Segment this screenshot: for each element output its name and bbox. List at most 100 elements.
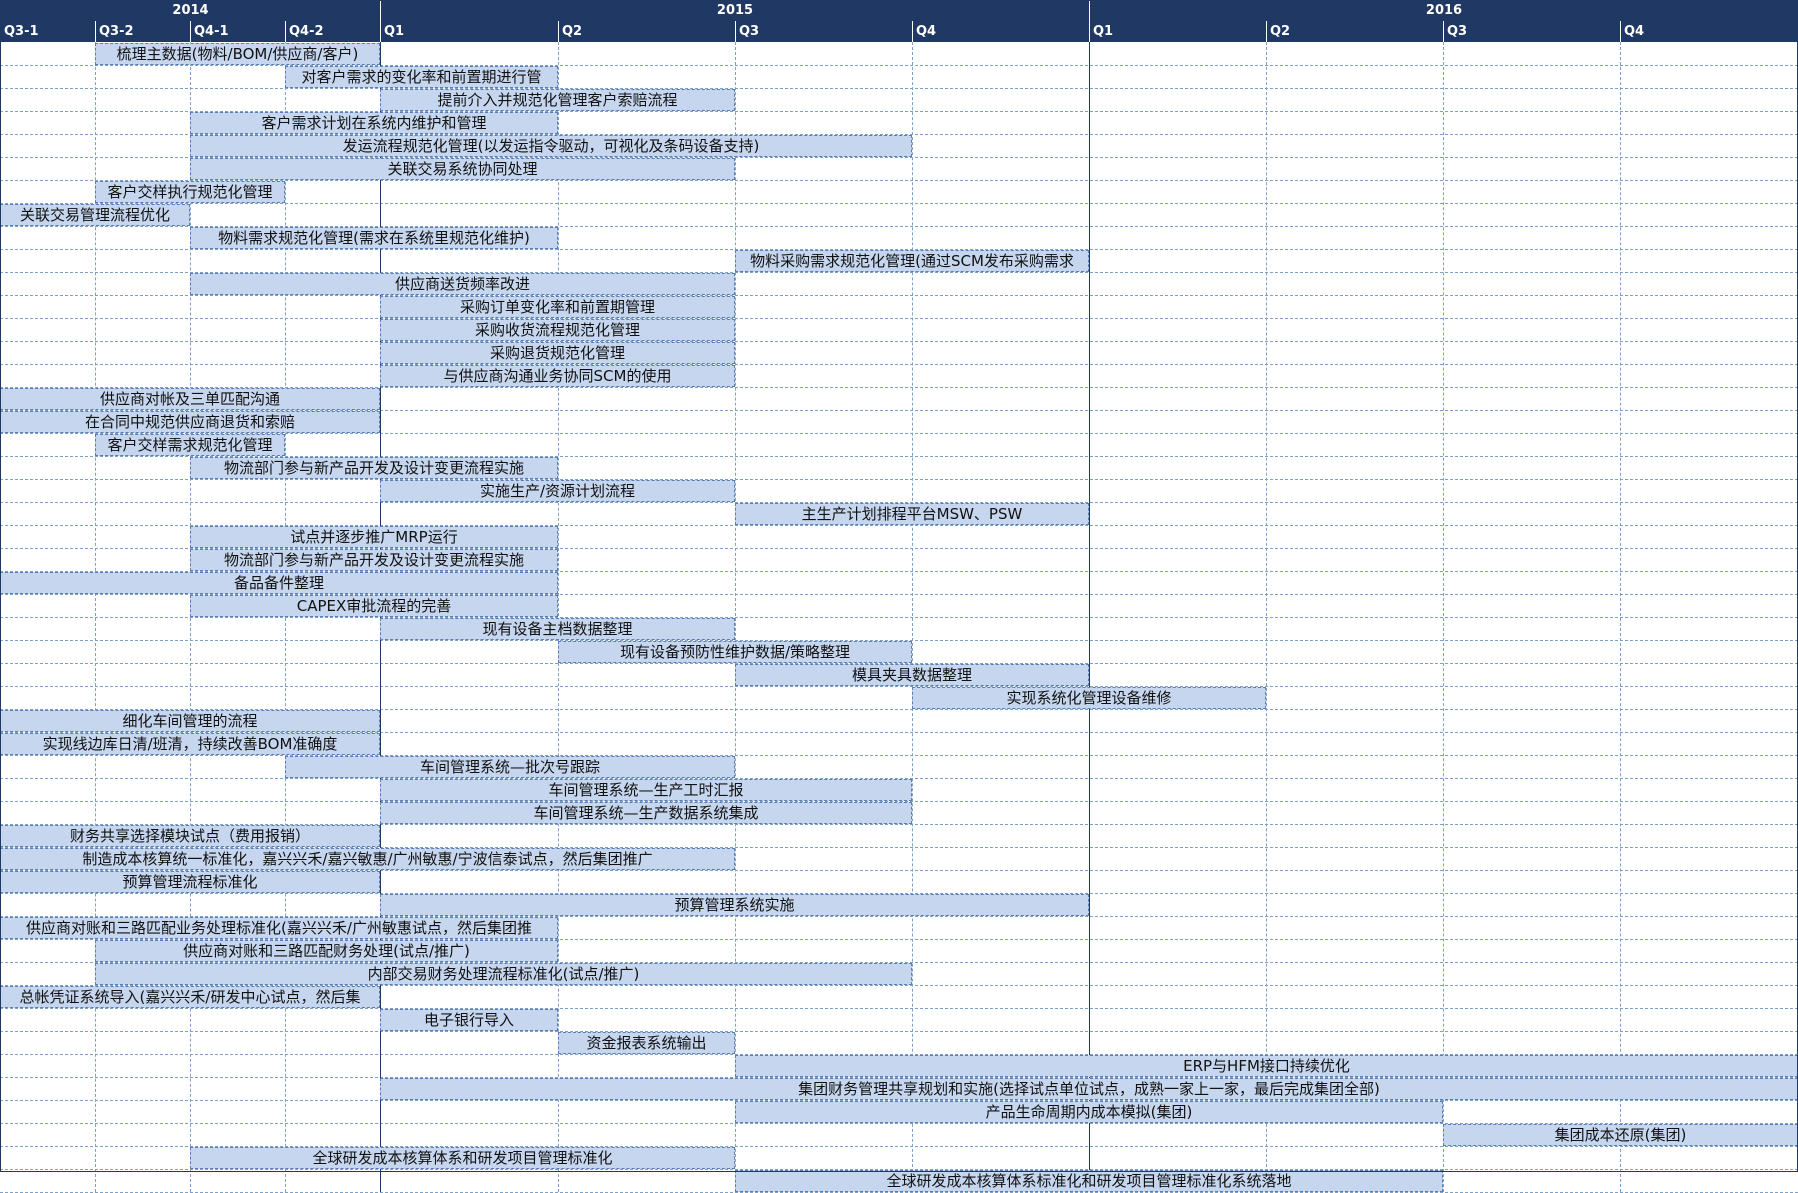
row-gridline bbox=[0, 870, 1798, 871]
quarter-header: Q3 bbox=[1443, 21, 1620, 42]
column-gridline bbox=[1089, 42, 1090, 1192]
task-bar[interactable]: 车间管理系统—生产数据系统集成 bbox=[380, 802, 912, 824]
task-bar[interactable]: 物流部门参与新产品开发及设计变更流程实施 bbox=[190, 549, 558, 571]
year-header-2014: 2014 bbox=[0, 0, 380, 21]
row-gridline bbox=[0, 617, 1798, 618]
task-bar[interactable]: 关联交易管理流程优化 bbox=[0, 204, 190, 226]
column-gridline bbox=[95, 42, 96, 1192]
task-bar[interactable]: 预算管理系统实施 bbox=[380, 894, 1089, 916]
row-gridline bbox=[0, 502, 1798, 503]
task-bar[interactable]: 集团财务管理共享规划和实施(选择试点单位试点，成熟一家上一家，最后完成集团全部) bbox=[380, 1078, 1798, 1100]
row-gridline bbox=[0, 1077, 1798, 1078]
column-gridline bbox=[558, 42, 559, 1192]
row-gridline bbox=[0, 88, 1798, 89]
task-bar[interactable]: 主生产计划排程平台MSW、PSW bbox=[735, 503, 1089, 525]
quarter-header: Q1 bbox=[1089, 21, 1266, 42]
task-bar[interactable]: 车间管理系统—批次号跟踪 bbox=[285, 756, 735, 778]
task-bar[interactable]: CAPEX审批流程的完善 bbox=[190, 595, 558, 617]
year-header-2015: 2015 bbox=[380, 0, 1089, 21]
row-gridline bbox=[0, 939, 1798, 940]
task-bar[interactable]: 供应商对账和三路匹配业务处理标准化(嘉兴兴禾/广州敏惠试点，然后集团推 bbox=[0, 917, 558, 939]
task-bar[interactable]: 实现系统化管理设备维修 bbox=[912, 687, 1266, 709]
row-gridline bbox=[0, 341, 1798, 342]
row-gridline bbox=[0, 732, 1798, 733]
task-bar[interactable]: 现有设备主档数据整理 bbox=[380, 618, 735, 640]
row-gridline bbox=[0, 318, 1798, 319]
task-bar[interactable]: 发运流程规范化管理(以发运指令驱动，可视化及条码设备支持) bbox=[190, 135, 912, 157]
quarter-header: Q2 bbox=[1266, 21, 1443, 42]
row-gridline bbox=[0, 157, 1798, 158]
row-gridline bbox=[0, 801, 1798, 802]
quarter-header: Q3-1 bbox=[0, 21, 95, 42]
row-gridline bbox=[0, 387, 1798, 388]
task-bar[interactable]: 总帐凭证系统导入(嘉兴兴禾/研发中心试点，然后集 bbox=[0, 986, 380, 1008]
task-bar[interactable]: 车间管理系统—生产工时汇报 bbox=[380, 779, 912, 801]
task-bar[interactable]: 内部交易财务处理流程标准化(试点/推广) bbox=[95, 963, 912, 985]
task-bar[interactable]: 全球研发成本核算体系标准化和研发项目管理标准化系统落地 bbox=[735, 1170, 1443, 1192]
task-bar[interactable]: 客户交样执行规范化管理 bbox=[95, 181, 285, 203]
task-bar[interactable]: 关联交易系统协同处理 bbox=[190, 158, 735, 180]
task-bar[interactable]: 供应商对账和三路匹配财务处理(试点/推广) bbox=[95, 940, 558, 962]
task-bar[interactable]: 供应商送货频率改进 bbox=[190, 273, 735, 295]
row-gridline bbox=[0, 548, 1798, 549]
row-gridline bbox=[0, 249, 1798, 250]
row-gridline bbox=[0, 479, 1798, 480]
task-bar[interactable]: 预算管理流程标准化 bbox=[0, 871, 380, 893]
column-gridline bbox=[1443, 42, 1444, 1192]
quarter-header: Q4 bbox=[1620, 21, 1798, 42]
row-gridline bbox=[0, 525, 1798, 526]
task-bar[interactable]: 采购订单变化率和前置期管理 bbox=[380, 296, 735, 318]
row-gridline bbox=[0, 295, 1798, 296]
task-bar[interactable]: 财务共享选择模块试点（费用报销） bbox=[0, 825, 380, 847]
task-bar[interactable]: 物料需求规范化管理(需求在系统里规范化维护) bbox=[190, 227, 558, 249]
row-gridline bbox=[0, 180, 1798, 181]
row-gridline bbox=[0, 663, 1798, 664]
task-bar[interactable]: 集团成本还原(集团) bbox=[1443, 1124, 1798, 1146]
task-bar[interactable]: 与供应商沟通业务协同SCM的使用 bbox=[380, 365, 735, 387]
task-bar[interactable]: 产品生命周期内成本模拟(集团) bbox=[735, 1101, 1443, 1123]
task-bar[interactable]: 梳理主数据(物料/BOM/供应商/客户) bbox=[95, 43, 380, 65]
row-gridline bbox=[0, 594, 1798, 595]
row-gridline bbox=[0, 1100, 1798, 1101]
column-gridline bbox=[1266, 42, 1267, 1192]
column-gridline bbox=[380, 42, 381, 1192]
column-gridline bbox=[190, 42, 191, 1192]
task-bar[interactable]: 模具夹具数据整理 bbox=[735, 664, 1089, 686]
quarter-header: Q2 bbox=[558, 21, 735, 42]
task-bar[interactable]: 在合同中规范供应商退货和索赔 bbox=[0, 411, 380, 433]
task-bar[interactable]: 资金报表系统输出 bbox=[558, 1032, 735, 1054]
task-bar[interactable]: 提前介入并规范化管理客户索赔流程 bbox=[380, 89, 735, 111]
quarter-header: Q4 bbox=[912, 21, 1089, 42]
row-gridline bbox=[0, 134, 1798, 135]
task-bar[interactable]: 实施生产/资源计划流程 bbox=[380, 480, 735, 502]
quarter-header: Q3 bbox=[735, 21, 912, 42]
row-gridline bbox=[0, 226, 1798, 227]
task-bar[interactable]: 物料采购需求规范化管理(通过SCM发布采购需求 bbox=[735, 250, 1089, 272]
row-gridline bbox=[0, 571, 1798, 572]
task-bar[interactable]: 试点并逐步推广MRP运行 bbox=[190, 526, 558, 548]
task-bar[interactable]: 全球研发成本核算体系和研发项目管理标准化 bbox=[190, 1147, 735, 1169]
year-header-2016: 2016 bbox=[1089, 0, 1798, 21]
task-bar[interactable]: 客户需求计划在系统内维护和管理 bbox=[190, 112, 558, 134]
column-gridline bbox=[735, 42, 736, 1192]
row-gridline bbox=[0, 686, 1798, 687]
row-gridline bbox=[0, 640, 1798, 641]
task-bar[interactable]: ERP与HFM接口持续优化 bbox=[735, 1055, 1798, 1077]
task-bar[interactable]: 细化车间管理的流程 bbox=[0, 710, 380, 732]
task-bar[interactable]: 对客户需求的变化率和前置期进行管 bbox=[285, 66, 558, 88]
task-bar[interactable]: 采购收货流程规范化管理 bbox=[380, 319, 735, 341]
row-gridline bbox=[0, 916, 1798, 917]
row-gridline bbox=[0, 847, 1798, 848]
task-bar[interactable]: 供应商对帐及三单匹配沟通 bbox=[0, 388, 380, 410]
task-bar[interactable]: 物流部门参与新产品开发及设计变更流程实施 bbox=[190, 457, 558, 479]
row-gridline bbox=[0, 364, 1798, 365]
task-bar[interactable]: 客户交样需求规范化管理 bbox=[95, 434, 285, 456]
task-bar[interactable]: 采购退货规范化管理 bbox=[380, 342, 735, 364]
row-gridline bbox=[0, 893, 1798, 894]
task-bar[interactable]: 现有设备预防性维护数据/策略整理 bbox=[558, 641, 912, 663]
task-bar[interactable]: 制造成本核算统一标准化，嘉兴兴禾/嘉兴敏惠/广州敏惠/宁波信泰试点，然后集团推广 bbox=[0, 848, 735, 870]
task-bar[interactable]: 电子银行导入 bbox=[380, 1009, 558, 1031]
task-bar[interactable]: 备品备件整理 bbox=[0, 572, 558, 594]
column-gridline bbox=[912, 42, 913, 1192]
task-bar[interactable]: 实现线边库日清/班清，持续改善BOM准确度 bbox=[0, 733, 380, 755]
